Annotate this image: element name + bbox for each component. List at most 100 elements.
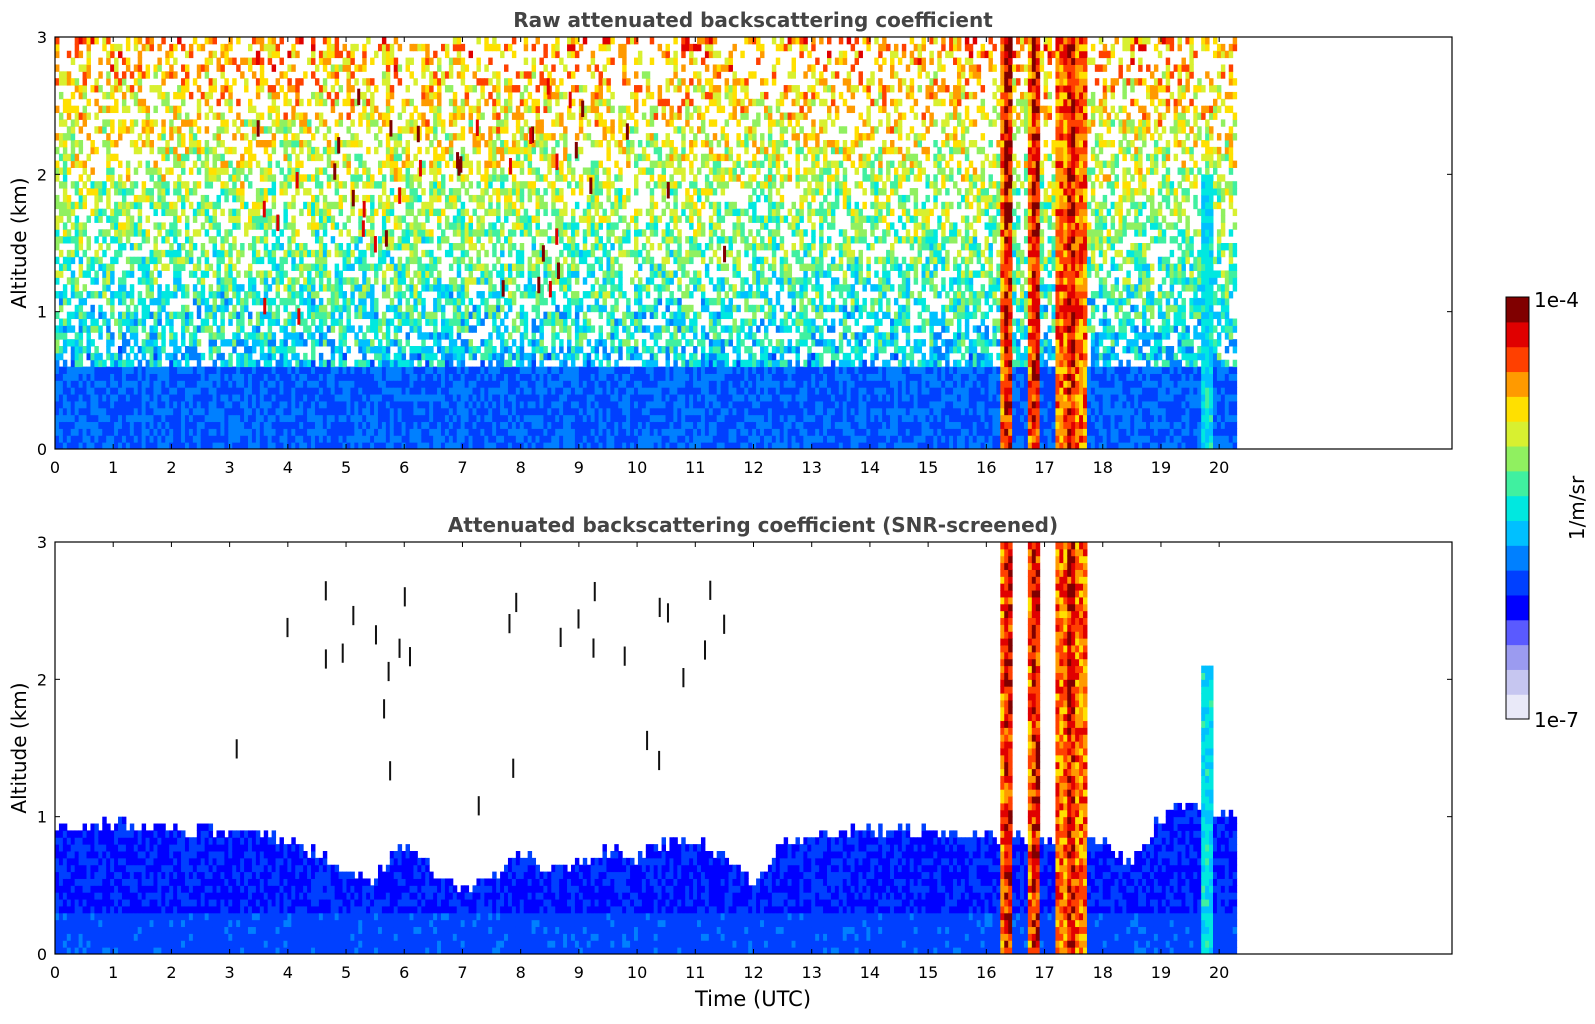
heat-cell [531,442,537,449]
heat-cell [385,112,391,120]
heat-cell [421,414,426,423]
heat-cell [145,270,151,278]
heat-cell [409,126,414,134]
heat-cell [216,167,221,175]
heat-cell [70,249,76,258]
heat-cell [437,256,442,265]
heat-cell [496,208,501,217]
heat-cell [511,50,517,59]
heat-cell [204,373,210,381]
heat-cell [543,346,548,354]
heat-cell [224,400,229,409]
heat-cell [259,85,265,93]
heat-cell [307,304,312,313]
heat-cell [460,284,466,292]
heat-cell [421,366,426,374]
heat-cell [334,421,340,429]
heat-cell [507,346,513,354]
heat-cell [488,229,493,237]
heat-cell [291,64,296,72]
heat-cell [114,256,119,265]
heat-cell [220,64,225,72]
heat-cell [496,435,501,443]
heat-cell [275,78,281,86]
heat-cell [173,188,178,196]
heat-cell [429,414,434,423]
heat-cell [488,284,493,292]
heat-cell [275,119,281,127]
heat-cell [322,50,328,59]
heat-cell [291,421,296,429]
heat-cell [330,421,336,429]
heat-cell [468,181,474,189]
heat-cell [500,394,505,402]
heat-cell [511,442,517,449]
heat-cell [216,277,221,285]
heat-cell [456,291,462,299]
heat-cell [287,78,292,86]
heat-cell [110,263,115,271]
heat-cell [110,400,115,409]
heat-cell [311,71,316,79]
heat-cell [381,71,387,79]
heat-cell [259,188,265,196]
heat-cell [334,297,340,306]
heat-cell [433,153,438,162]
heat-cell [98,188,103,196]
heat-cell [515,394,521,402]
heat-cell [563,243,568,251]
heat-cell [405,380,410,388]
heat-cell [283,407,288,416]
heat-cell [362,394,367,402]
heat-cell [500,50,505,59]
heat-cell [177,215,182,223]
heat-cell [437,346,442,354]
heat-cell [318,304,324,313]
heat-cell [62,359,68,368]
heat-cell [539,352,544,361]
heat-cell [488,277,493,285]
heat-cell [255,112,261,120]
heat-cell [326,174,332,182]
heat-cell [224,421,229,429]
heat-cell [488,201,493,210]
heat-cell [539,407,544,416]
heat-cell [413,105,418,114]
heat-cell [94,373,99,381]
heat-cell [381,414,387,423]
heat-cell [366,407,371,416]
heat-cell [500,167,505,175]
heat-cell [507,428,513,436]
heat-cell [169,407,174,416]
heat-cell [267,85,273,93]
heat-cell [334,71,340,79]
heat-cell [350,208,355,217]
heat-cell [413,188,418,196]
heat-cell [563,174,568,182]
heat-cell [476,414,481,423]
heat-cell [318,318,324,326]
heat-cell [177,346,182,354]
heat-cell [181,400,186,409]
heat-cell [192,400,198,409]
heat-cell [322,119,328,127]
heat-cell [437,215,442,223]
heat-cell [74,229,80,237]
heat-cell [251,387,257,395]
heat-cell [421,332,426,340]
heat-cell [433,428,438,436]
heat-cell [295,263,300,271]
heat-cell [555,174,560,182]
heat-cell [543,442,548,449]
heat-cell [472,208,477,217]
heat-cell [86,236,91,244]
heat-cell [153,119,158,127]
heat-cell [334,133,340,141]
heat-cell [157,414,162,423]
heat-cell [118,133,123,141]
heat-cell [307,400,312,409]
heat-cell [98,359,103,368]
heat-cell [267,140,273,148]
heat-cell [121,291,127,299]
heat-cell [200,394,206,402]
